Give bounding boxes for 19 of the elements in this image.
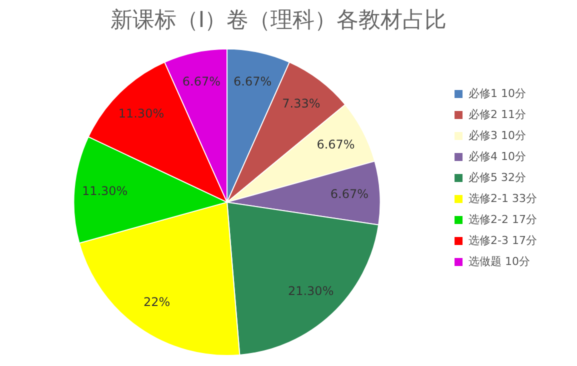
legend-label: 必修2 11分 <box>468 108 526 121</box>
legend-label: 选修2-2 17分 <box>468 212 538 226</box>
legend-label: 必修3 10分 <box>468 128 526 142</box>
legend-label: 选修2-1 33分 <box>468 192 538 205</box>
data-label: 11.30% <box>118 106 164 121</box>
data-label: 7.33% <box>282 96 320 111</box>
legend-label: 必修1 10分 <box>468 86 526 100</box>
legend-label: 选做题 10分 <box>468 254 530 268</box>
legend-label: 选修2-3 17分 <box>468 234 538 247</box>
legend-label: 必修4 10分 <box>468 150 526 163</box>
data-label: 6.67% <box>182 74 221 88</box>
data-label: 6.67% <box>233 74 272 88</box>
data-label: 6.67% <box>330 186 368 201</box>
data-label: 22% <box>144 294 170 309</box>
chart-title: 新课标（Ⅰ）卷（理科）各教材占比 <box>110 8 447 33</box>
data-label: 6.67% <box>316 138 355 152</box>
data-label: 11.30% <box>82 184 128 198</box>
legend-label: 必修5 32分 <box>468 170 526 184</box>
data-label: 21.30% <box>288 284 334 298</box>
